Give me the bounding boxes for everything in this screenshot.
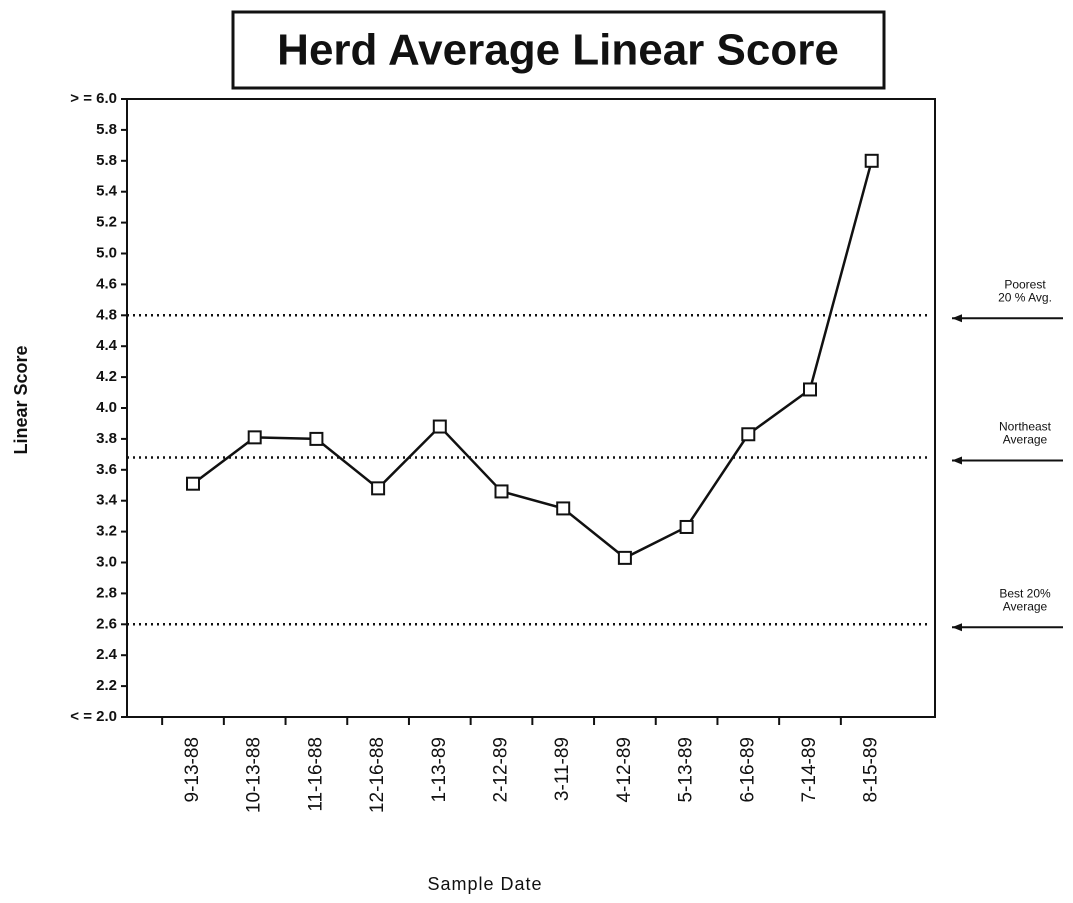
y-tick-label: 4.4 — [96, 337, 118, 354]
y-tick-label: 2.4 — [96, 646, 118, 663]
data-point — [556, 501, 571, 516]
data-point — [741, 427, 756, 442]
y-tick-label: 4.6 — [96, 275, 117, 292]
x-tick-label: 1-13-89 — [429, 737, 450, 803]
x-tick-label: 8-15-89 — [861, 737, 882, 803]
reference-label: Average — [1003, 599, 1048, 613]
x-tick-label: 10-13-88 — [244, 737, 265, 813]
y-tick-label: 2.2 — [96, 677, 117, 694]
data-point — [803, 382, 817, 397]
y-axis-label: Linear Score — [11, 345, 31, 454]
x-axis-label: Sample Date — [427, 874, 542, 894]
data-point — [494, 484, 509, 499]
y-tick-label: 3.0 — [96, 553, 117, 570]
data-point — [247, 430, 262, 445]
y-tick-label: 3.8 — [96, 430, 117, 447]
x-tick-label: 12-16-88 — [367, 737, 388, 813]
reference-label: Average — [1003, 433, 1048, 447]
y-tick-label: 3.4 — [96, 492, 118, 509]
arrow-head — [952, 314, 962, 323]
data-point — [864, 153, 879, 168]
reference-label: 20 % Avg. — [998, 290, 1052, 304]
data-point — [432, 419, 447, 434]
y-tick-label: 4.0 — [96, 399, 117, 416]
y-tick-label: 4.8 — [96, 306, 117, 323]
x-tick-label: 4-12-89 — [614, 737, 635, 803]
y-tick-label: 2.8 — [96, 584, 117, 601]
x-tick-label: 9-13-88 — [182, 737, 203, 803]
x-tick-label: 3-11-89 — [552, 737, 573, 801]
x-tick-label: 2-12-89 — [491, 737, 512, 803]
y-tick-label: 2.6 — [96, 615, 117, 632]
x-tick-label: 7-14-89 — [799, 737, 820, 803]
arrow-head — [952, 456, 962, 465]
x-tick-label: 5-13-89 — [676, 737, 697, 803]
data-point — [679, 519, 694, 534]
reference-label: Northeast — [999, 420, 1052, 434]
x-tick-label: 11-16-88 — [305, 737, 326, 812]
y-tick-label: 3.2 — [96, 523, 117, 540]
title-box — [231, 10, 886, 90]
data-point — [309, 431, 324, 446]
arrow-head — [952, 623, 962, 632]
reference-label: Best 20% — [999, 586, 1051, 600]
y-tick-label: > = 6.0 — [70, 90, 117, 107]
x-tick-label: 6-16-89 — [737, 737, 758, 803]
y-tick-label: 3.6 — [96, 461, 117, 478]
y-tick-label: 5.0 — [96, 244, 117, 261]
y-tick-label: 4.2 — [96, 368, 117, 385]
data-point — [371, 481, 386, 496]
y-tick-label: 5.8 — [96, 152, 117, 169]
y-tick-label: 5.4 — [96, 183, 118, 200]
y-tick-label: < = 2.0 — [70, 708, 117, 725]
reference-label: Poorest — [1004, 277, 1046, 291]
y-tick-label: 5.2 — [96, 214, 117, 231]
chart-title: Herd Average Linear Score — [277, 26, 839, 75]
data-line — [192, 160, 873, 560]
y-tick-label: 5.8 — [96, 121, 117, 138]
data-point — [617, 550, 632, 565]
data-point — [186, 476, 200, 491]
